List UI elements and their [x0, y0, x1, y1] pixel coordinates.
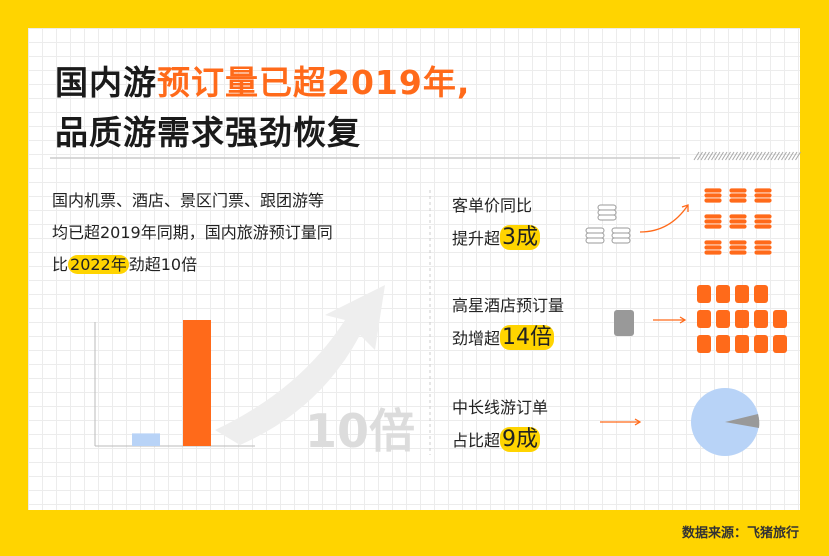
hatch — [725, 151, 731, 161]
text: 劲超10倍 — [128, 255, 198, 274]
stat-prefix: 劲增超 — [452, 329, 501, 348]
stat-label: 中长线游订单 — [452, 398, 549, 417]
hatch — [791, 151, 798, 161]
hatch — [795, 151, 801, 161]
coin-icon — [703, 197, 723, 204]
building-icon — [614, 310, 634, 336]
coin-icon — [753, 249, 773, 256]
pie-slice — [725, 414, 760, 428]
hatch — [749, 151, 756, 161]
stat-value: 14倍 — [500, 325, 555, 350]
title-text: 国内游 — [55, 63, 157, 102]
summary-line: 国内机票、酒店、景区门票、跟团游等 — [52, 191, 325, 210]
building-icon — [697, 335, 711, 353]
arrow — [679, 316, 687, 324]
hatch — [781, 151, 787, 161]
hatch — [788, 151, 794, 161]
arrow-decoration — [215, 285, 385, 445]
hatch — [767, 151, 773, 161]
stat-value: 3成 — [500, 225, 541, 250]
stat-label: 客单价同比 — [452, 196, 533, 215]
hatch — [704, 151, 710, 161]
building-icon — [754, 285, 768, 303]
hatch — [739, 151, 745, 161]
hatch — [732, 151, 738, 161]
building-icon — [773, 335, 787, 353]
source: 数据来源：飞猪旅行 — [681, 526, 799, 541]
arrow — [634, 418, 642, 426]
arrow — [681, 204, 689, 212]
highlight: 2022年 — [68, 255, 129, 274]
summary-line: 比 2022年 劲超10倍 — [52, 249, 333, 281]
building-icon — [773, 310, 787, 328]
title-highlight: 预订量已超2019年, — [157, 63, 471, 102]
hatch — [707, 151, 714, 161]
hatch — [763, 151, 770, 161]
title: 国内游预订量已超2019年, — [55, 56, 470, 104]
building-icon — [716, 335, 730, 353]
coin-icon — [703, 249, 723, 256]
summary-line: 均已超2019年同期，国内旅游预订量同 — [52, 223, 333, 242]
hatch — [746, 151, 752, 161]
coin-icon — [753, 223, 773, 230]
stat-prefix: 提升超 — [452, 229, 501, 248]
building-icon — [716, 285, 730, 303]
coin-icon — [728, 249, 748, 256]
title-line2: 品质游需求强劲恢复 — [55, 113, 361, 152]
coin-icon — [728, 223, 748, 230]
coin-icon — [728, 197, 748, 204]
coin-icon — [597, 214, 617, 221]
hatch — [700, 151, 707, 161]
bar — [183, 320, 211, 446]
hatch — [770, 151, 777, 161]
building-icon — [735, 335, 749, 353]
hatch — [753, 151, 759, 161]
building-icon — [735, 285, 749, 303]
building-icon — [754, 335, 768, 353]
building-icon — [697, 285, 711, 303]
stat-value: 9成 — [500, 427, 541, 452]
hatch — [735, 151, 742, 161]
coin-icon — [753, 197, 773, 204]
stat: 客单价同比 提升超3成 — [452, 190, 541, 255]
hatch — [774, 151, 780, 161]
hatch — [718, 151, 724, 161]
building-icon — [735, 310, 749, 328]
stat-label: 高星酒店预订量 — [452, 296, 565, 315]
hatch — [711, 151, 717, 161]
building-icon — [697, 310, 711, 328]
coin-icon — [585, 237, 605, 244]
hatch — [756, 151, 763, 161]
chart-annotation: 10倍 — [305, 404, 416, 458]
panel — [28, 28, 800, 510]
hatch — [742, 151, 749, 161]
bar — [132, 433, 160, 446]
hatch — [784, 151, 791, 161]
stat: 高星酒店预订量 劲增超14倍 — [452, 290, 564, 355]
hatch — [721, 151, 728, 161]
hatch — [777, 151, 784, 161]
hatch — [760, 151, 766, 161]
hatch — [693, 151, 700, 161]
stat: 中长线游订单 占比超9成 — [452, 392, 548, 457]
hatch — [714, 151, 721, 161]
coin-icon — [703, 223, 723, 230]
hatch — [728, 151, 735, 161]
building-icon — [716, 310, 730, 328]
building-icon — [754, 310, 768, 328]
arrow — [639, 204, 689, 233]
hatch — [697, 151, 703, 161]
text: 比 — [52, 255, 69, 274]
coin-icon — [611, 237, 631, 244]
stat-prefix: 占比超 — [452, 431, 501, 450]
